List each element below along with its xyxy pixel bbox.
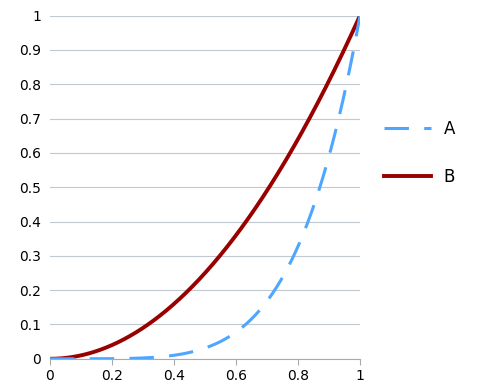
- A: [47, 356, 53, 361]
- A: [357, 13, 363, 18]
- Legend: A, B: A, B: [384, 120, 455, 186]
- B: [78, 353, 84, 358]
- A: [78, 356, 84, 361]
- A: [288, 257, 294, 262]
- A: [294, 246, 300, 250]
- B: [260, 195, 266, 199]
- B: [172, 300, 178, 305]
- B: [294, 138, 300, 143]
- B: [357, 13, 363, 18]
- B: [184, 290, 190, 294]
- A: [260, 304, 266, 309]
- B: [288, 148, 294, 152]
- Line: B: B: [50, 16, 360, 359]
- Line: A: A: [50, 16, 360, 359]
- A: [184, 351, 190, 355]
- A: [172, 353, 178, 357]
- B: [47, 356, 53, 361]
